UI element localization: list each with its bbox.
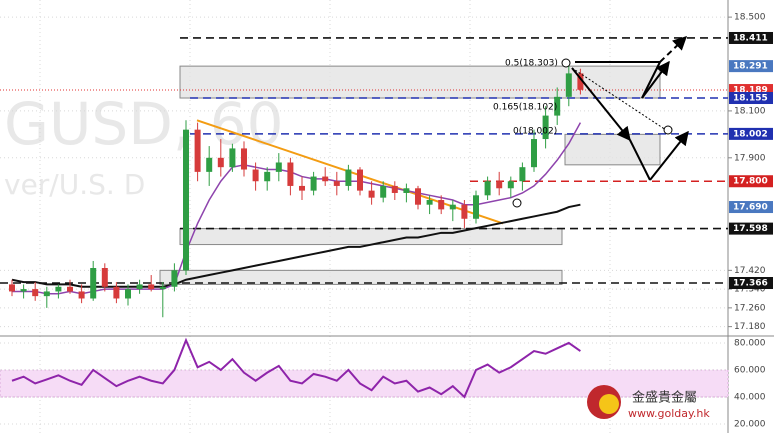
level-label: 18.155 [733,94,768,104]
level-label-bg [729,201,773,214]
candle-body [194,129,201,172]
zone [179,228,563,246]
candle-body [426,200,433,205]
candle-body [32,289,39,297]
logo-name: 金盛貴金屬 [632,390,697,406]
y-tick-label: 18.500 [734,13,766,23]
level-label: 17.598 [733,224,768,234]
rsi-band [0,369,729,398]
candle-body [78,291,85,299]
candle-body [9,284,15,292]
candle-body [368,190,375,198]
candle-body [125,289,131,299]
candle-body [357,169,363,191]
candle-body [438,200,445,210]
candle-body [183,129,189,271]
level-label: 17.690 [733,203,768,213]
level-label-bg [729,277,773,290]
y-tick-label: 17.900 [734,153,766,163]
candle-body [519,167,526,182]
level-label: 17.800 [733,177,768,187]
fib-label: 0.165(18.102) [493,103,557,113]
candle-body [55,286,62,292]
candle-body [148,284,155,290]
candle-body [322,176,329,182]
level-label-bg [729,222,773,235]
candle-body [484,181,491,196]
zone [564,133,661,166]
candle-body [229,148,236,168]
fib-label: 0(18.002) [513,127,557,137]
ma-line [12,122,582,295]
level-label: 18.291 [733,62,768,72]
ma-line [11,203,581,288]
candle-body [345,169,352,186]
candle-body [415,188,421,205]
fib-label: 0.5(18.303) [505,59,558,69]
candle-body [287,162,294,186]
logo: 金盛貴金屬 www.golday.hk [587,385,710,420]
candle-body [113,286,120,299]
level-label: 17.366 [733,279,768,289]
candle-body [391,185,398,193]
level-label-bg [729,31,773,44]
candle-body [20,289,27,292]
candle-body [264,171,271,182]
candle-body [101,268,108,287]
candle-body [531,139,537,168]
candle-body [241,148,247,170]
candle-body [136,284,143,290]
level-label: 18.411 [733,33,768,43]
level-label: 18.002 [733,129,768,139]
rsi-line [11,337,581,399]
candle-body [507,181,514,189]
candle-body [310,176,317,191]
candle-body [43,291,50,297]
logo-url: www.golday.hk [628,407,710,420]
level-label-bg [729,175,773,188]
candle-body [473,195,479,219]
candle-body [252,169,259,182]
y-tick-label: 80.000 [734,338,766,348]
candle-body [542,115,549,140]
candle-body [275,162,282,172]
candle-body [380,185,387,198]
y-tick-label: 17.180 [734,322,766,332]
candle-body [565,73,572,97]
watermark: GUSD, 60 [4,90,284,158]
candle-body [299,185,305,191]
candle-body [554,96,561,116]
watermark: ver/U.S. D [4,168,145,201]
candle-body [206,157,213,172]
zone [159,269,563,285]
y-tick-label: 60.000 [734,365,766,375]
candle-body [496,181,503,189]
candle-body [217,157,224,168]
y-tick-label: 17.340 [734,285,766,295]
candle-body [67,286,73,292]
candle-body [159,286,166,290]
candle-body [403,188,410,193]
candle-body [449,204,456,210]
y-tick-label: 40.000 [734,392,766,402]
level-label-bg [729,60,773,73]
candle-body [333,181,340,186]
zone [179,65,661,99]
candle-body [577,73,584,90]
y-tick-label: 17.420 [734,266,766,276]
level-label-bg [729,92,773,105]
annotations [512,36,689,208]
candle-body [461,204,468,219]
y-tick-label: 18.100 [734,106,766,116]
level-label-bg [729,127,773,140]
y-tick-label: 20.000 [734,419,766,429]
level-label: 18.189 [733,86,768,96]
candle-body [90,268,97,299]
candle-body [171,270,178,287]
y-tick-label: 17.260 [734,303,766,313]
